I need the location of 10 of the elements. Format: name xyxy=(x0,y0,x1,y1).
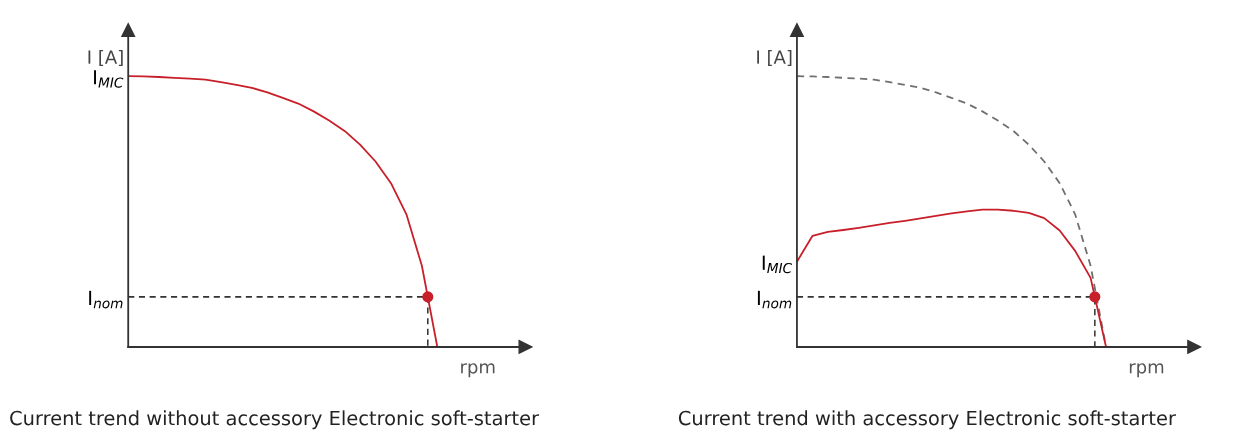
y-axis-title: I [A] xyxy=(88,49,123,67)
text: I$_{MIC}$ xyxy=(94,70,124,88)
x-axis-title: rpm xyxy=(461,363,495,378)
ref-line-label: I$_{nom}$ xyxy=(89,290,123,309)
text: Current trend with accessory Electronic soft-starter xyxy=(678,410,1176,430)
y-axis-title: I [A] xyxy=(757,49,792,67)
x-axis-title: rpm xyxy=(1129,363,1164,378)
text: I$_{MIC}$ xyxy=(762,255,793,274)
text: Current trend without accessory Electronic soft-starter xyxy=(10,410,540,430)
ref-line-label: I$_{nom}$ xyxy=(757,290,792,309)
